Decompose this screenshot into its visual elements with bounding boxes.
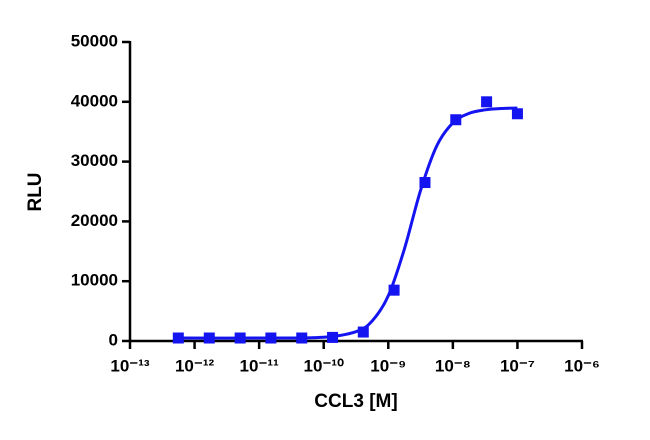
y-axis-title: RLU <box>25 172 46 211</box>
data-point <box>265 332 277 344</box>
x-tick-label: 10⁻⁷ <box>500 356 535 375</box>
data-point <box>388 284 400 296</box>
x-tick-label: 10⁻¹⁰ <box>304 356 345 375</box>
y-tick-label: 50000 <box>71 31 118 50</box>
data-point <box>203 332 215 344</box>
data-point <box>450 114 462 126</box>
data-point <box>172 332 184 344</box>
data-point <box>419 177 431 189</box>
y-tick-label: 40000 <box>71 91 118 110</box>
x-tick-label: 10⁻¹¹ <box>240 356 280 375</box>
x-tick-label: 10⁻¹² <box>175 356 215 375</box>
data-point <box>481 96 493 108</box>
x-tick-label: 10⁻⁹ <box>370 356 406 375</box>
y-tick-label: 10000 <box>71 271 118 290</box>
x-tick-label: 10⁻⁶ <box>564 356 600 375</box>
x-tick-label: 10⁻¹³ <box>110 356 150 375</box>
data-point <box>327 331 339 343</box>
data-point <box>357 326 369 338</box>
y-tick-label: 0 <box>109 330 118 349</box>
x-axis-title: CCL3 [M] <box>314 391 397 412</box>
data-point <box>234 332 246 344</box>
y-tick-label: 20000 <box>71 211 118 230</box>
data-point <box>296 332 308 344</box>
data-point <box>511 108 523 120</box>
y-tick-label: 30000 <box>71 151 118 170</box>
fit-curve <box>178 106 518 340</box>
x-tick-label: 10⁻⁸ <box>435 356 471 375</box>
